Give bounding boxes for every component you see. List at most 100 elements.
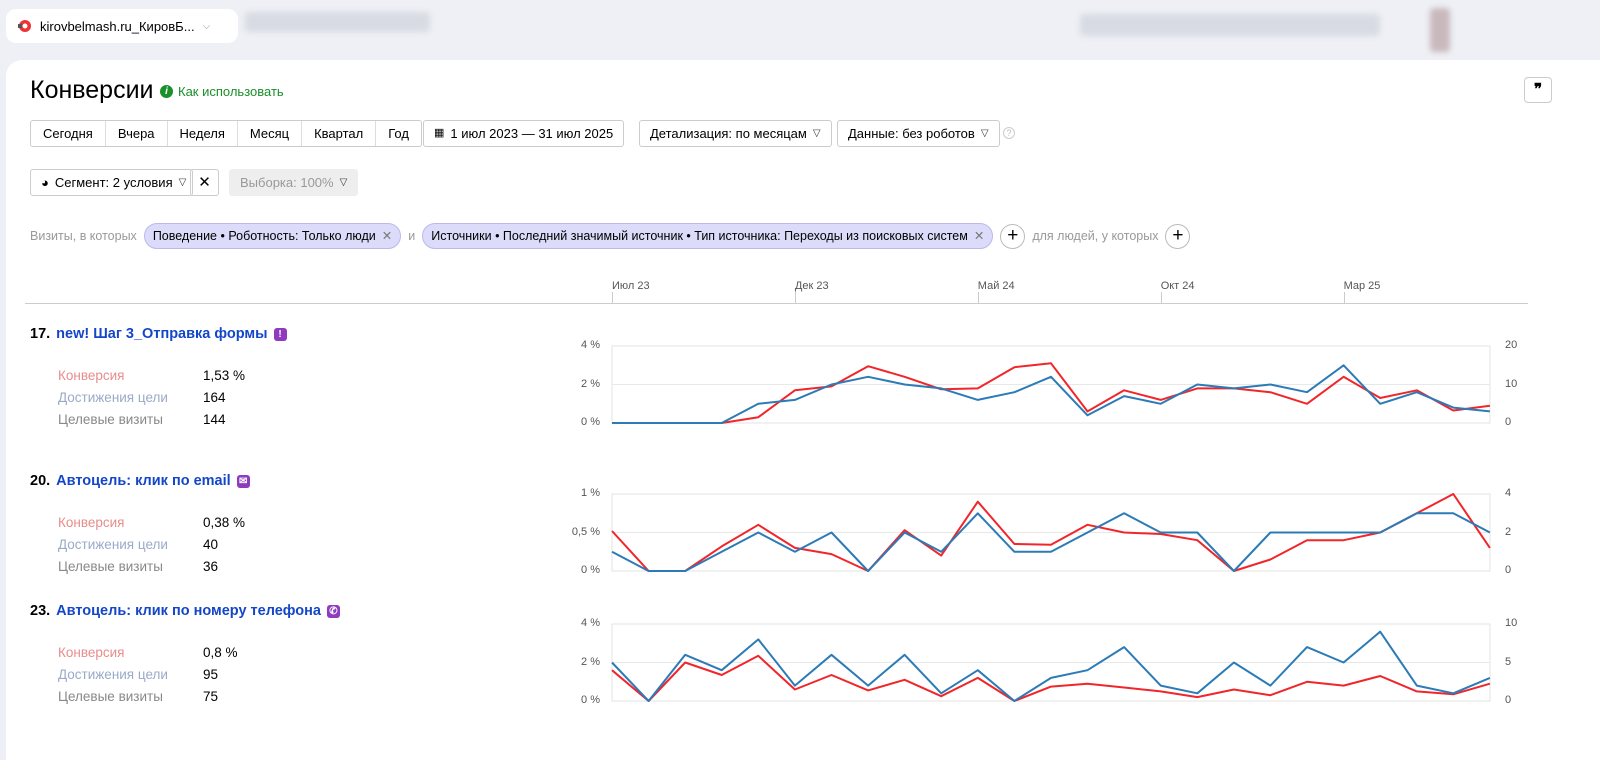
detail-label: Детализация: по месяцам [650, 126, 807, 141]
goal-number: 20. [30, 473, 51, 489]
metric-label: Конверсия [58, 515, 125, 530]
calendar-icon: ▦ [434, 127, 445, 139]
chevron-down-icon: ▽ [980, 128, 989, 139]
conversion-line [611, 493, 1491, 572]
conversion-line [611, 654, 1491, 702]
metric-label: Целевые визиты [58, 559, 163, 574]
metric-value: 164 [203, 390, 226, 405]
email-goal-icon: ✉ [236, 474, 250, 488]
metric-conversion: Конверсия 0,38 % [58, 515, 245, 530]
metric-label: Целевые визиты [58, 412, 163, 427]
how-to-use-link[interactable]: i Как использовать [160, 84, 284, 99]
add-visit-condition-button[interactable]: + [1000, 223, 1026, 249]
blurred-area [245, 12, 430, 32]
filter-chip-robots[interactable]: Поведение • Роботность: Только люди ✕ [143, 223, 402, 249]
data-filter-select[interactable]: Данные: без роботов ▽ [837, 120, 1000, 147]
chevron-down-icon: ▽ [178, 177, 187, 188]
right-axis-tick: 10 [1505, 617, 1518, 629]
metric-label: Достижения цели [58, 537, 168, 552]
metric-label: Целевые визиты [58, 689, 163, 704]
achievements-line [611, 630, 1491, 702]
achievements-line [611, 512, 1491, 572]
metric-visits: Целевые визиты 144 [58, 412, 226, 427]
filters-people: для людей, у которых [1032, 229, 1159, 243]
period-buttons: Сегодня Вчера Неделя Месяц Квартал Год [30, 120, 422, 147]
right-axis-tick: 4 [1505, 487, 1512, 499]
sample-label: Выборка: 100% [240, 175, 334, 190]
timeline-label: Дек 23 [794, 280, 829, 292]
goal-title: 17. new! Шаг 3_Отправка формы ! [30, 326, 287, 342]
timeline-tick [1160, 292, 1162, 303]
filters-prefix: Визиты, в которых [30, 229, 137, 243]
metric-label: Конверсия [58, 645, 125, 660]
blurred-area [1080, 14, 1380, 36]
timeline-label: Июл 23 [612, 280, 650, 292]
segment-select[interactable]: ◕ Сегмент: 2 условия ▽ [30, 169, 194, 196]
metric-conversion: Конверсия 0,8 % [58, 645, 238, 660]
pie-chart-icon: ◕ [41, 175, 49, 190]
metric-value: 0,8 % [203, 645, 238, 660]
right-axis-tick: 0 [1505, 416, 1512, 428]
period-quarter[interactable]: Квартал [302, 121, 377, 146]
goal-name-link[interactable]: Автоцель: клик по номеру телефона [56, 603, 321, 619]
metric-label: Конверсия [58, 368, 125, 383]
sample-select[interactable]: Выборка: 100% ▽ [229, 169, 359, 196]
goal-chart [611, 345, 1491, 424]
counter-tab[interactable]: kirovbelmash.ru_КировБ... ⌵ [6, 9, 238, 43]
detail-select[interactable]: Детализация: по месяцам ▽ [639, 120, 832, 147]
data-filter-label: Данные: без роботов [848, 126, 975, 141]
how-to-use-label: Как использовать [178, 84, 284, 99]
metric-value: 40 [203, 537, 219, 552]
left-axis-tick: 1 % [581, 487, 600, 499]
period-week[interactable]: Неделя [168, 121, 238, 146]
goal-name-link[interactable]: new! Шаг 3_Отправка формы [56, 326, 268, 342]
blurred-avatar [1430, 8, 1450, 52]
date-range-label: 1 июл 2023 — 31 июл 2025 [450, 126, 614, 141]
segment-filters: Визиты, в которых Поведение • Роботность… [30, 223, 1191, 249]
goal-chart [611, 623, 1491, 702]
remove-icon[interactable]: ✕ [381, 229, 393, 243]
phone-goal-icon: ✆ [326, 604, 340, 618]
right-axis-tick: 20 [1505, 339, 1518, 351]
metric-achievements: Достижения цели 40 [58, 537, 218, 552]
left-axis-tick: 2 % [581, 655, 600, 668]
metric-value: 75 [203, 689, 219, 704]
counter-logo-icon [18, 20, 31, 32]
timeline-label: Май 24 [977, 280, 1015, 292]
period-month[interactable]: Месяц [238, 121, 303, 146]
metric-value: 144 [203, 412, 226, 427]
left-axis-tick: 4 % [581, 617, 600, 629]
chevron-down-icon: ⌵ [202, 20, 211, 32]
goal-title: 20. Автоцель: клик по email ✉ [30, 473, 250, 489]
page-title: Конверсии [30, 76, 154, 104]
goal-name-link[interactable]: Автоцель: клик по email [56, 473, 231, 489]
goal-title: 23. Автоцель: клик по номеру телефона ✆ [30, 603, 340, 619]
achievements-line [612, 364, 1491, 424]
help-icon[interactable]: ? [1003, 127, 1015, 139]
conversion-line [612, 362, 1491, 424]
clear-segment-button[interactable]: ✕ [190, 169, 219, 196]
add-user-condition-button[interactable]: + [1165, 223, 1191, 249]
timeline-label: Окт 24 [1160, 280, 1195, 292]
chip-label: Источники • Последний значимый источник … [431, 229, 968, 243]
metric-achievements: Достижения цели 164 [58, 390, 226, 405]
period-yesterday[interactable]: Вчера [106, 121, 168, 146]
date-range-picker[interactable]: ▦ 1 июл 2023 — 31 июл 2025 [423, 120, 625, 147]
period-today[interactable]: Сегодня [31, 121, 106, 146]
goal-number: 23. [30, 603, 51, 619]
right-axis-tick: 0 [1505, 564, 1512, 576]
right-axis-tick: 5 [1505, 655, 1512, 668]
left-axis-tick: 2 % [581, 377, 600, 390]
metric-value: 36 [203, 559, 219, 574]
timeline-label: Мар 25 [1343, 280, 1381, 292]
right-axis-tick: 10 [1505, 377, 1518, 390]
chip-label: Поведение • Роботность: Только люди [152, 229, 376, 243]
filter-chip-source[interactable]: Источники • Последний значимый источник … [422, 223, 994, 249]
right-axis-tick: 0 [1505, 694, 1512, 706]
metric-label: Достижения цели [58, 390, 168, 405]
period-year[interactable]: Год [388, 126, 409, 141]
right-axis-tick: 2 [1505, 525, 1512, 538]
remove-icon[interactable]: ✕ [973, 229, 985, 243]
quote-button[interactable]: ❞ [1524, 77, 1552, 103]
left-axis-tick: 0 % [581, 564, 600, 576]
